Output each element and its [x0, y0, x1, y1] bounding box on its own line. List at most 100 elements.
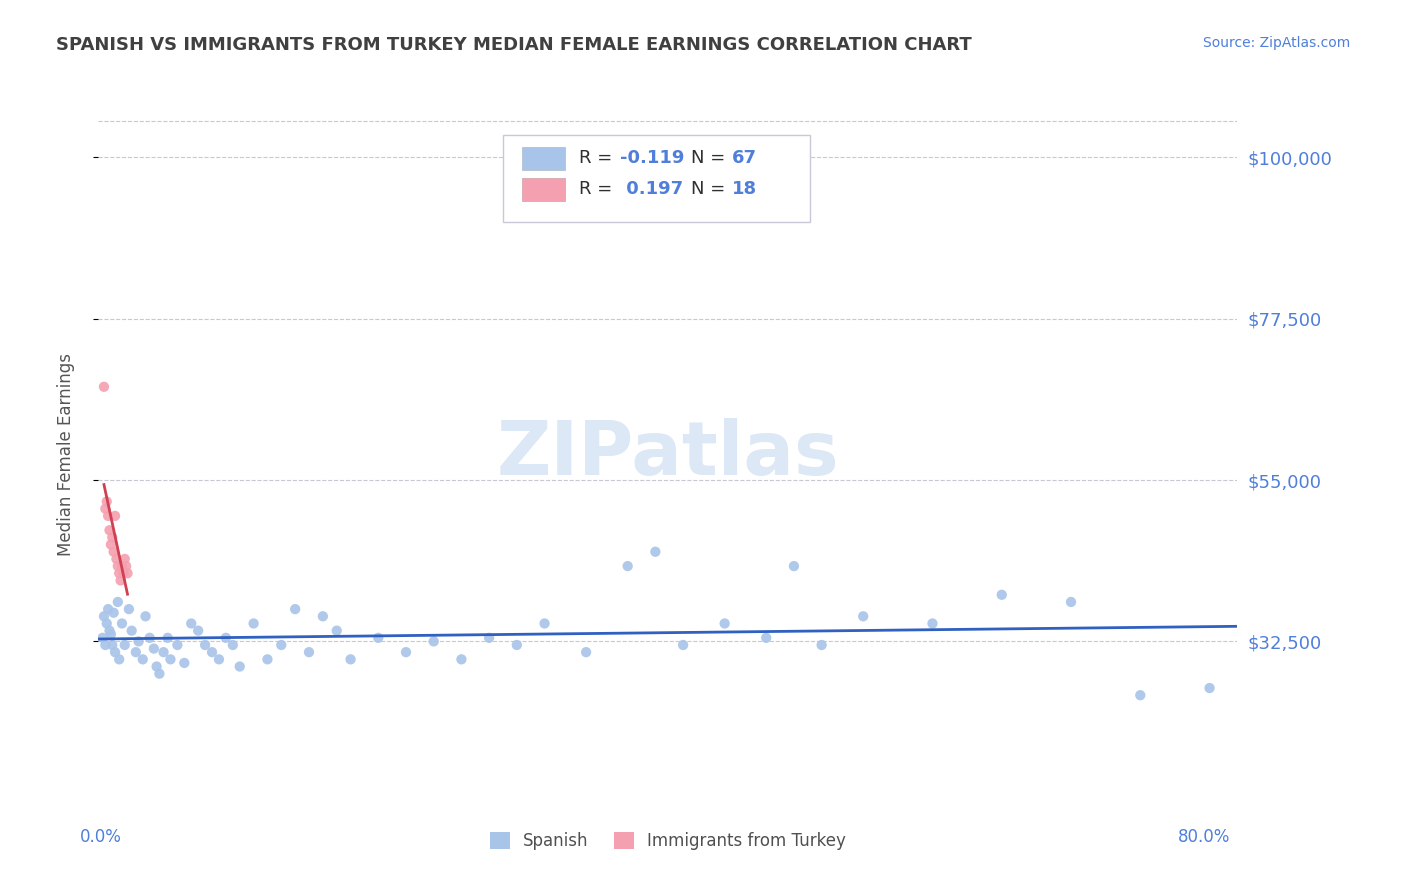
- Point: [208, 652, 231, 666]
- Point: [100, 538, 122, 552]
- Text: 80.0%: 80.0%: [1178, 828, 1230, 846]
- Point: [96, 494, 118, 508]
- Point: [93, 609, 115, 624]
- Point: [478, 631, 501, 645]
- Point: [312, 609, 335, 624]
- Point: [270, 638, 292, 652]
- Text: 18: 18: [731, 180, 756, 198]
- Point: [105, 552, 128, 566]
- Point: [135, 609, 157, 624]
- Text: ZIPatlas: ZIPatlas: [496, 418, 839, 491]
- Point: [616, 559, 638, 574]
- Point: [100, 627, 122, 641]
- Point: [166, 638, 188, 652]
- Point: [148, 666, 170, 681]
- Point: [94, 501, 117, 516]
- Point: [395, 645, 418, 659]
- Point: [194, 638, 217, 652]
- Point: [575, 645, 598, 659]
- Text: Source: ZipAtlas.com: Source: ZipAtlas.com: [1202, 36, 1350, 50]
- Point: [921, 616, 943, 631]
- Point: [111, 616, 134, 631]
- Point: [201, 645, 224, 659]
- Point: [93, 380, 115, 394]
- Text: R =: R =: [579, 149, 619, 167]
- Point: [125, 645, 148, 659]
- Point: [810, 638, 832, 652]
- Point: [121, 624, 143, 638]
- Point: [1198, 681, 1220, 695]
- Point: [152, 645, 174, 659]
- Point: [104, 508, 127, 523]
- Point: [107, 559, 129, 574]
- Point: [114, 638, 136, 652]
- FancyBboxPatch shape: [522, 178, 565, 201]
- Point: [107, 595, 129, 609]
- Point: [298, 645, 321, 659]
- Point: [229, 659, 252, 673]
- Point: [118, 602, 141, 616]
- Text: R =: R =: [579, 180, 619, 198]
- Point: [98, 624, 121, 638]
- Point: [97, 508, 120, 523]
- Point: [450, 652, 472, 666]
- Point: [104, 645, 127, 659]
- Text: N =: N =: [690, 180, 731, 198]
- Point: [713, 616, 735, 631]
- Point: [94, 638, 117, 652]
- Text: 0.197: 0.197: [620, 180, 683, 198]
- Point: [138, 631, 160, 645]
- Point: [1060, 595, 1083, 609]
- Point: [132, 652, 155, 666]
- Point: [1129, 688, 1152, 702]
- Point: [156, 631, 179, 645]
- Point: [242, 616, 264, 631]
- Point: [101, 530, 124, 544]
- Point: [533, 616, 555, 631]
- Point: [852, 609, 875, 624]
- Point: [110, 574, 132, 588]
- Point: [339, 652, 361, 666]
- Point: [990, 588, 1012, 602]
- Point: [187, 624, 209, 638]
- Point: [159, 652, 181, 666]
- Point: [256, 652, 278, 666]
- Y-axis label: Median Female Earnings: Median Female Earnings: [56, 353, 75, 557]
- Point: [108, 652, 131, 666]
- Point: [91, 631, 114, 645]
- Point: [97, 602, 120, 616]
- Point: [215, 631, 238, 645]
- Point: [145, 659, 167, 673]
- Point: [755, 631, 778, 645]
- Point: [506, 638, 529, 652]
- Text: N =: N =: [690, 149, 731, 167]
- Point: [284, 602, 307, 616]
- Text: 0.0%: 0.0%: [80, 828, 122, 846]
- Legend: Spanish, Immigrants from Turkey: Spanish, Immigrants from Turkey: [484, 826, 852, 857]
- Point: [142, 641, 165, 656]
- Point: [98, 523, 121, 537]
- Point: [114, 552, 136, 566]
- Point: [173, 656, 195, 670]
- Point: [115, 559, 138, 574]
- Point: [422, 634, 444, 648]
- Point: [180, 616, 202, 631]
- Text: SPANISH VS IMMIGRANTS FROM TURKEY MEDIAN FEMALE EARNINGS CORRELATION CHART: SPANISH VS IMMIGRANTS FROM TURKEY MEDIAN…: [56, 36, 972, 54]
- Point: [96, 616, 118, 631]
- Point: [783, 559, 806, 574]
- Point: [325, 624, 347, 638]
- Point: [367, 631, 389, 645]
- Point: [644, 545, 666, 559]
- Point: [128, 634, 150, 648]
- Point: [112, 566, 135, 581]
- Point: [222, 638, 245, 652]
- FancyBboxPatch shape: [503, 135, 810, 222]
- Point: [103, 606, 125, 620]
- FancyBboxPatch shape: [522, 147, 565, 170]
- Point: [103, 545, 125, 559]
- Point: [101, 638, 124, 652]
- Point: [672, 638, 695, 652]
- Text: 67: 67: [731, 149, 756, 167]
- Point: [117, 566, 139, 581]
- Point: [108, 566, 131, 581]
